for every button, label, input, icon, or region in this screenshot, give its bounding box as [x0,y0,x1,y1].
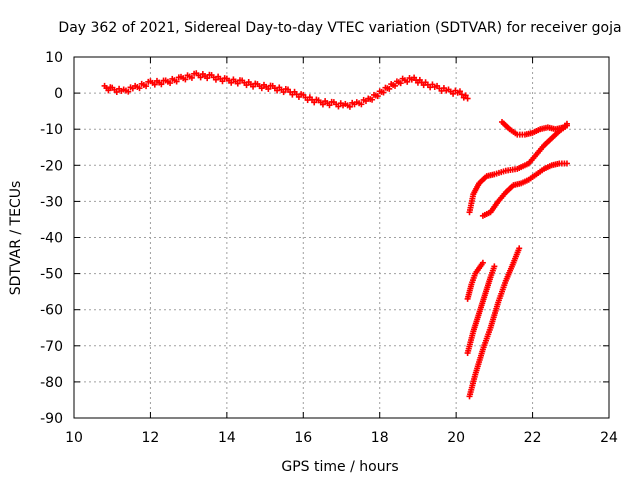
data-point [258,85,265,92]
data-point [462,92,469,99]
data-point [392,82,398,89]
data-point [326,102,333,109]
series-7 [466,245,523,400]
plot-frame [73,56,610,419]
data-point [479,259,486,266]
data-point [280,89,287,96]
chart-title: Day 362 of 2021, Sidereal Day-to-day VTE… [58,20,621,36]
data-point [197,74,204,81]
axes [73,56,610,419]
x-tick-label: 20 [447,430,465,446]
series-4 [479,160,570,219]
y-tick-label: -50 [40,267,63,283]
y-tick-label: -40 [40,231,63,247]
x-tick-label: 24 [600,430,618,446]
y-tick-label: -10 [40,122,63,138]
data-point [204,75,211,82]
series-1 [101,70,471,110]
x-tick-label: 14 [218,430,236,446]
y-tick-label: -60 [40,303,63,319]
x-tick-label: 12 [142,430,160,446]
x-axis-label: GPS time / hours [281,459,398,475]
data-point [346,103,353,110]
data-point [158,81,165,88]
series-5 [464,259,486,302]
data-point [167,80,174,87]
y-tick-label: 10 [45,50,63,66]
y-tick-label: -70 [40,339,63,355]
tick-labels: 10 12 14 16 18 20 22 24 10 0 -10 -20 -30 -40 -50 -60 -70… [40,50,618,446]
data-point [404,78,411,85]
data-point [563,122,570,129]
data-point [173,78,180,85]
data-point [464,95,471,102]
series-3 [466,122,570,216]
data-points [101,70,570,400]
data-point [386,85,393,92]
data-point [265,85,272,92]
data-point [358,101,365,108]
y-tick-label: -30 [40,194,63,210]
data-point [136,85,143,92]
data-point [335,103,342,110]
data-point [458,91,465,98]
x-tick-label: 18 [371,430,389,446]
data-point [125,88,132,95]
series-6 [464,263,498,357]
data-point [105,87,112,94]
data-point [369,96,376,103]
data-point [516,245,523,252]
data-point [250,83,257,90]
grid-lines [74,57,609,418]
data-point [143,83,150,90]
data-point [113,89,120,96]
y-tick-label: -90 [40,411,63,427]
data-point [319,101,326,108]
x-tick-label: 10 [65,430,83,446]
data-point [491,263,498,270]
data-point [228,79,235,86]
y-tick-label: -80 [40,375,63,391]
data-point [397,80,404,87]
data-point [380,89,387,96]
y-tick-label: -20 [40,158,63,174]
data-point [374,93,381,100]
data-point [450,90,457,97]
x-tick-label: 16 [294,430,312,446]
data-point [234,80,241,87]
data-point [182,76,189,83]
data-point [188,74,195,81]
data-point [563,160,570,167]
x-tick-label: 22 [524,430,542,446]
y-axis-label: SDTVAR / TECUs [8,181,24,296]
data-point [456,88,463,95]
y-tick-label: 0 [54,86,63,102]
data-point [219,78,226,85]
data-point [151,81,158,88]
